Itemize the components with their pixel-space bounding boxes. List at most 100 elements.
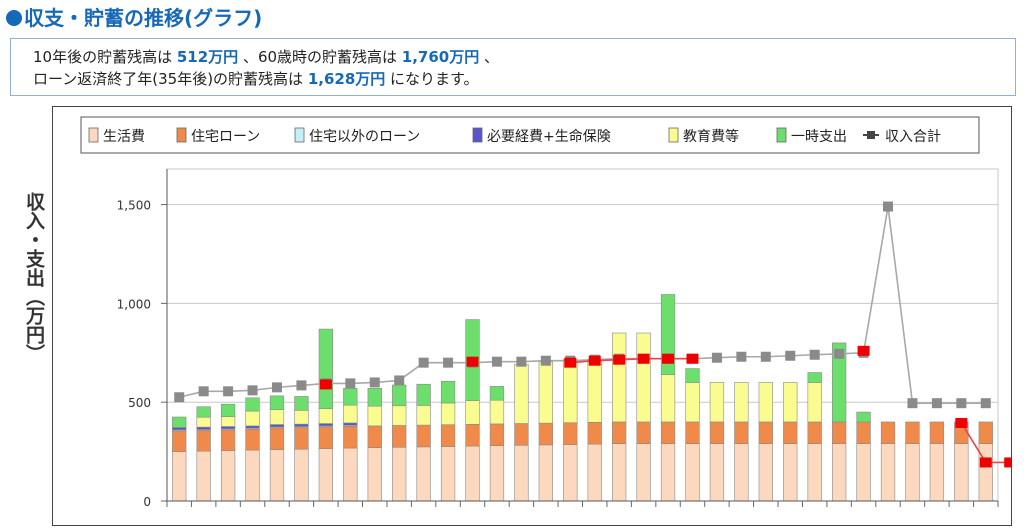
- savings-60-value: 1,760万円: [401, 48, 480, 66]
- savings-marker: [564, 357, 577, 368]
- bar-living: [758, 443, 773, 502]
- bar-living: [440, 446, 456, 502]
- legend-swatch: [294, 127, 305, 143]
- bar-education: [367, 405, 382, 427]
- income-marker: [931, 398, 942, 409]
- bar-education: [489, 399, 505, 425]
- bar-onetime: [294, 396, 309, 411]
- bar-housing_loan: [612, 421, 627, 444]
- page-title: 収支・貯蓄の推移(グラフ): [6, 4, 262, 32]
- bar-housing_loan: [831, 421, 847, 444]
- bar-insurance: [269, 424, 285, 428]
- bar-insurance: [318, 423, 334, 427]
- bar-living: [294, 448, 309, 502]
- bar-living: [954, 443, 969, 502]
- bar-education: [636, 332, 651, 423]
- legend-label: 住宅以外のローン: [309, 129, 420, 145]
- savings-marker: [319, 379, 332, 390]
- bar-living: [196, 450, 211, 502]
- bar-insurance: [172, 427, 187, 431]
- bar-housing_loan: [978, 421, 993, 444]
- bar-housing_loan: [416, 424, 431, 448]
- bar-education: [269, 409, 285, 425]
- savings-marker: [686, 353, 699, 364]
- bar-housing_loan: [538, 422, 553, 446]
- bar-living: [343, 447, 358, 502]
- bar-housing_loan: [734, 421, 749, 444]
- income-marker: [540, 355, 551, 366]
- bar-living: [783, 443, 798, 502]
- bar-living: [856, 443, 871, 502]
- bar-living: [489, 445, 505, 502]
- income-marker: [223, 386, 234, 397]
- bar-onetime: [245, 397, 260, 412]
- bar-living: [929, 443, 945, 502]
- bar-insurance: [220, 426, 236, 430]
- bar-housing_loan: [220, 429, 236, 451]
- legend-swatch: [776, 127, 787, 143]
- income-marker: [980, 398, 991, 409]
- income-marker: [443, 357, 454, 368]
- savings-marker: [955, 417, 968, 428]
- bar-living: [465, 445, 480, 502]
- bar-housing_loan: [367, 425, 382, 448]
- bar-education: [734, 382, 749, 423]
- bar-education: [440, 402, 456, 426]
- bar-living: [685, 443, 700, 502]
- bar-onetime: [807, 372, 822, 383]
- bar-living: [587, 443, 602, 502]
- income-marker: [296, 380, 307, 391]
- savings-marker: [466, 356, 479, 367]
- income-marker: [369, 377, 380, 388]
- legend-swatch: [88, 127, 99, 143]
- bar-education: [807, 382, 822, 423]
- grid: [167, 168, 999, 501]
- bar-housing_loan: [783, 421, 798, 444]
- bar-education: [196, 416, 211, 428]
- savings-marker: [1004, 457, 1017, 468]
- legend-swatch: [176, 127, 187, 143]
- summary-line-2: ローン返済終了年(35年後)の貯蓄残高は 1,628万円 になります。: [33, 68, 479, 89]
- y-tick-label: 0: [143, 495, 151, 509]
- legend-swatch: [668, 127, 679, 143]
- bar-education: [245, 410, 260, 427]
- bar-onetime: [392, 384, 407, 407]
- summary-line-1: 10年後の貯蓄残高は 512万円 、60歳時の貯蓄残高は 1,760万円 、: [33, 46, 499, 67]
- bar-living: [636, 443, 651, 502]
- bar-insurance: [196, 426, 211, 430]
- bar-housing_loan: [587, 422, 602, 445]
- bar-housing_loan: [905, 421, 920, 444]
- bar-living: [978, 443, 993, 502]
- legend-label: 収入合計: [885, 129, 941, 145]
- bar-education: [587, 358, 602, 423]
- bar-living: [880, 443, 896, 502]
- savings-marker: [637, 353, 650, 364]
- bar-living: [734, 443, 749, 502]
- bar-education: [660, 374, 676, 423]
- legend-label: 住宅ローン: [191, 129, 260, 145]
- bar-education: [294, 409, 309, 425]
- bar-education: [392, 405, 407, 426]
- bar-insurance: [245, 425, 260, 429]
- chart-frame: 生活費 住宅ローン 住宅以外のローン 必要経費+生命保険 教育費等 一時支出 収入合計 0 5…: [52, 106, 1017, 526]
- bar-onetime: [856, 411, 871, 423]
- bar-housing_loan: [660, 421, 676, 444]
- income-marker: [711, 352, 722, 363]
- bar-education: [538, 361, 553, 424]
- income-line: [179, 206, 986, 404]
- legend-label: 必要経費+生命保険: [487, 128, 611, 145]
- savings-loan-end-value: 1,628万円: [307, 70, 386, 88]
- bar-living: [367, 447, 382, 502]
- bar-onetime: [489, 386, 505, 401]
- savings-marker: [857, 345, 870, 356]
- bar-education: [758, 382, 773, 423]
- bar-onetime: [318, 328, 334, 410]
- income-marker: [345, 378, 356, 389]
- bar-living: [807, 443, 822, 502]
- bar-education: [709, 382, 725, 423]
- bar-living: [220, 450, 236, 502]
- bar-living: [269, 449, 285, 502]
- bullet-icon: [6, 10, 22, 26]
- savings-10y-value: 512万円: [176, 48, 239, 66]
- savings-marker: [979, 457, 992, 468]
